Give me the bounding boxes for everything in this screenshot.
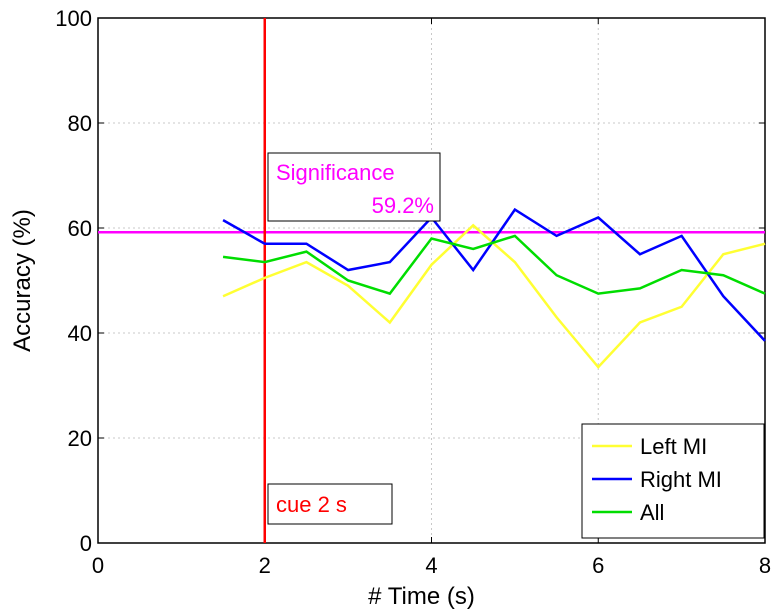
y-tick-label: 60: [68, 216, 92, 241]
significance-annotation: Significance 59.2%: [267, 152, 441, 222]
legend: Left MI Right MI All: [581, 423, 765, 539]
x-tick-label: 2: [259, 553, 271, 578]
x-tick-label: 8: [759, 553, 771, 578]
series-line-all: [222, 234, 766, 296]
data-series: [222, 207, 766, 370]
series-line-right-mi: [222, 207, 766, 342]
y-axis-label: Accuracy (%): [9, 209, 36, 352]
x-tick-label: 4: [425, 553, 437, 578]
cue-annotation: cue 2 s: [267, 483, 393, 525]
legend-label-all: All: [640, 500, 664, 525]
legend-label-right-mi: Right MI: [640, 467, 722, 492]
y-tick-label: 40: [68, 321, 92, 346]
legend-label-left-mi: Left MI: [640, 434, 707, 459]
legend-box: [581, 423, 765, 539]
significance-label: Significance: [276, 160, 395, 185]
x-axis-label: # Time (s): [368, 583, 475, 610]
y-tick-label: 100: [55, 6, 92, 31]
series-line-left-mi: [222, 223, 766, 370]
significance-box: [267, 152, 441, 222]
x-tick-label: 0: [92, 553, 104, 578]
significance-value: 59.2%: [372, 193, 434, 218]
y-tick-label: 0: [80, 531, 92, 556]
y-tick-label: 20: [68, 426, 92, 451]
reference-lines: [98, 18, 765, 543]
cue-label: cue 2 s: [276, 492, 347, 517]
cue-box: [267, 483, 393, 525]
y-tick-label: 80: [68, 111, 92, 136]
x-tick-label: 6: [592, 553, 604, 578]
